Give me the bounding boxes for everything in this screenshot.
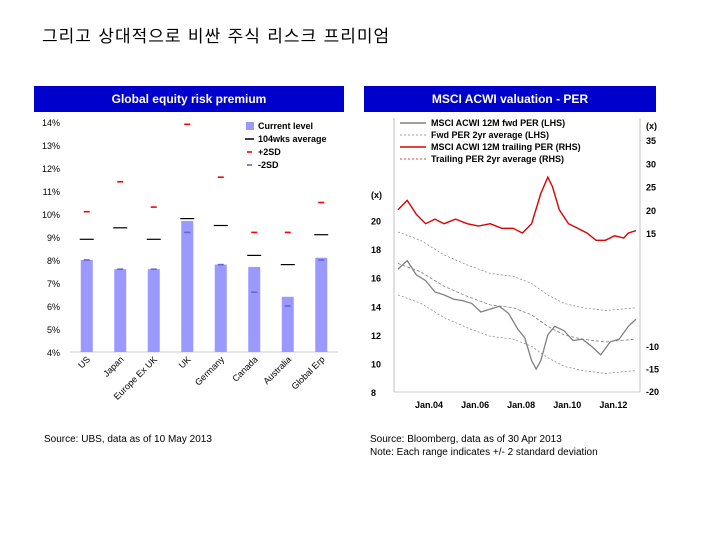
- left-y-tick-label: 10: [371, 359, 381, 369]
- left-y-tick-label: 14: [371, 302, 381, 312]
- fwd-lower-2sd-line: [397, 294, 637, 374]
- bar-current-level: [281, 296, 294, 352]
- y-tick-label: 6%: [47, 302, 60, 312]
- x-tick-label: Jan.08: [507, 400, 535, 410]
- bar-current-level: [214, 264, 227, 352]
- x-tick-label: Japan: [101, 354, 125, 378]
- right-y-tick-label: 30: [646, 159, 656, 169]
- legend-label: MSCI ACWI 12M trailing PER (RHS): [431, 142, 581, 152]
- bar-current-level: [147, 269, 160, 352]
- legend-label: Fwd PER 2yr average (LHS): [431, 130, 549, 140]
- bar-current-level: [181, 220, 194, 352]
- x-tick-label: Jan.04: [415, 400, 443, 410]
- left-y-tick-label: 16: [371, 274, 381, 284]
- right-y-tick-label: 25: [646, 183, 656, 193]
- y-tick-label: 14%: [42, 118, 60, 128]
- left-y-tick-label: 12: [371, 331, 381, 341]
- series-trailing-per-line: [397, 175, 637, 242]
- legend-swatch-current: [246, 122, 254, 130]
- y-tick-label: 10%: [42, 210, 60, 220]
- left-y-tick-label: 8: [371, 388, 376, 398]
- x-tick-label: UK: [177, 354, 193, 370]
- right-source-line: Source: Bloomberg, data as of 30 Apr 201…: [370, 434, 562, 445]
- x-tick-label: Jan.06: [461, 400, 489, 410]
- x-tick-label: Global Erp: [290, 354, 327, 391]
- y-tick-label: 13%: [42, 141, 60, 151]
- x-tick-label: Germany: [193, 354, 227, 388]
- x-tick-label: Canada: [230, 354, 259, 383]
- series-fwd-per-average-line: [397, 263, 637, 343]
- y-tick-label: 12%: [42, 164, 60, 174]
- left-y-tick-label: 20: [371, 217, 381, 227]
- series-fwd-per-line: [397, 259, 637, 371]
- right-note-line: Note: Each range indicates +/- 2 standar…: [370, 447, 598, 458]
- bar-current-level: [114, 269, 127, 352]
- y-tick-label: 5%: [47, 325, 60, 335]
- left-axis-unit: (x): [371, 190, 382, 200]
- y-tick-label: 9%: [47, 233, 60, 243]
- right-y-tick-label: 20: [646, 206, 656, 216]
- y-tick-label: 7%: [47, 279, 60, 289]
- x-tick-label: US: [76, 354, 92, 370]
- bar-current-level: [80, 260, 93, 352]
- legend-label: -2SD: [258, 160, 279, 170]
- right-y-tick-label: -20: [646, 387, 659, 397]
- legend-label: Trailing PER 2yr average (RHS): [431, 154, 564, 164]
- legend-label: +2SD: [258, 147, 281, 157]
- left-chart-header: Global equity risk premium: [34, 86, 344, 112]
- x-tick-label: Jan.12: [599, 400, 627, 410]
- right-source-note: Source: Bloomberg, data as of 30 Apr 201…: [370, 433, 598, 459]
- x-tick-label: Australia: [261, 354, 293, 386]
- bar-current-level: [315, 257, 328, 352]
- right-y-tick-label: -10: [646, 342, 659, 352]
- page-title: 그리고 상대적으로 비싼 주식 리스크 프리미엄: [42, 27, 391, 47]
- y-tick-label: 4%: [47, 348, 60, 358]
- right-y-tick-label: 35: [646, 136, 656, 146]
- y-tick-label: 8%: [47, 256, 60, 266]
- risk-premium-chart: 4%5%6%7%8%9%10%11%12%13%14%US JapanEurope…: [42, 118, 338, 402]
- fwd-upper-2sd-line: [397, 231, 637, 311]
- x-tick-label: Jan.10: [553, 400, 581, 410]
- legend-label: MSCI ACWI 12M fwd PER (LHS): [431, 118, 565, 128]
- right-axis-unit: (x): [646, 121, 657, 131]
- y-tick-label: 11%: [43, 187, 60, 197]
- left-y-tick-label: 18: [371, 245, 381, 255]
- bar-current-level: [248, 266, 261, 352]
- legend-label: Current level: [258, 121, 313, 131]
- per-chart: 8 10 12 14 16 18 20 (x) -20 -15 -10 15 20 25 30 35 (x) Ja…: [371, 118, 659, 410]
- right-y-tick-label: 15: [646, 229, 656, 239]
- right-chart-header: MSCI ACWI valuation - PER: [364, 86, 656, 112]
- legend-label: 104wks average: [258, 134, 327, 144]
- right-y-tick-label: -15: [646, 365, 659, 375]
- left-source-note: Source: UBS, data as of 10 May 2013: [44, 434, 212, 445]
